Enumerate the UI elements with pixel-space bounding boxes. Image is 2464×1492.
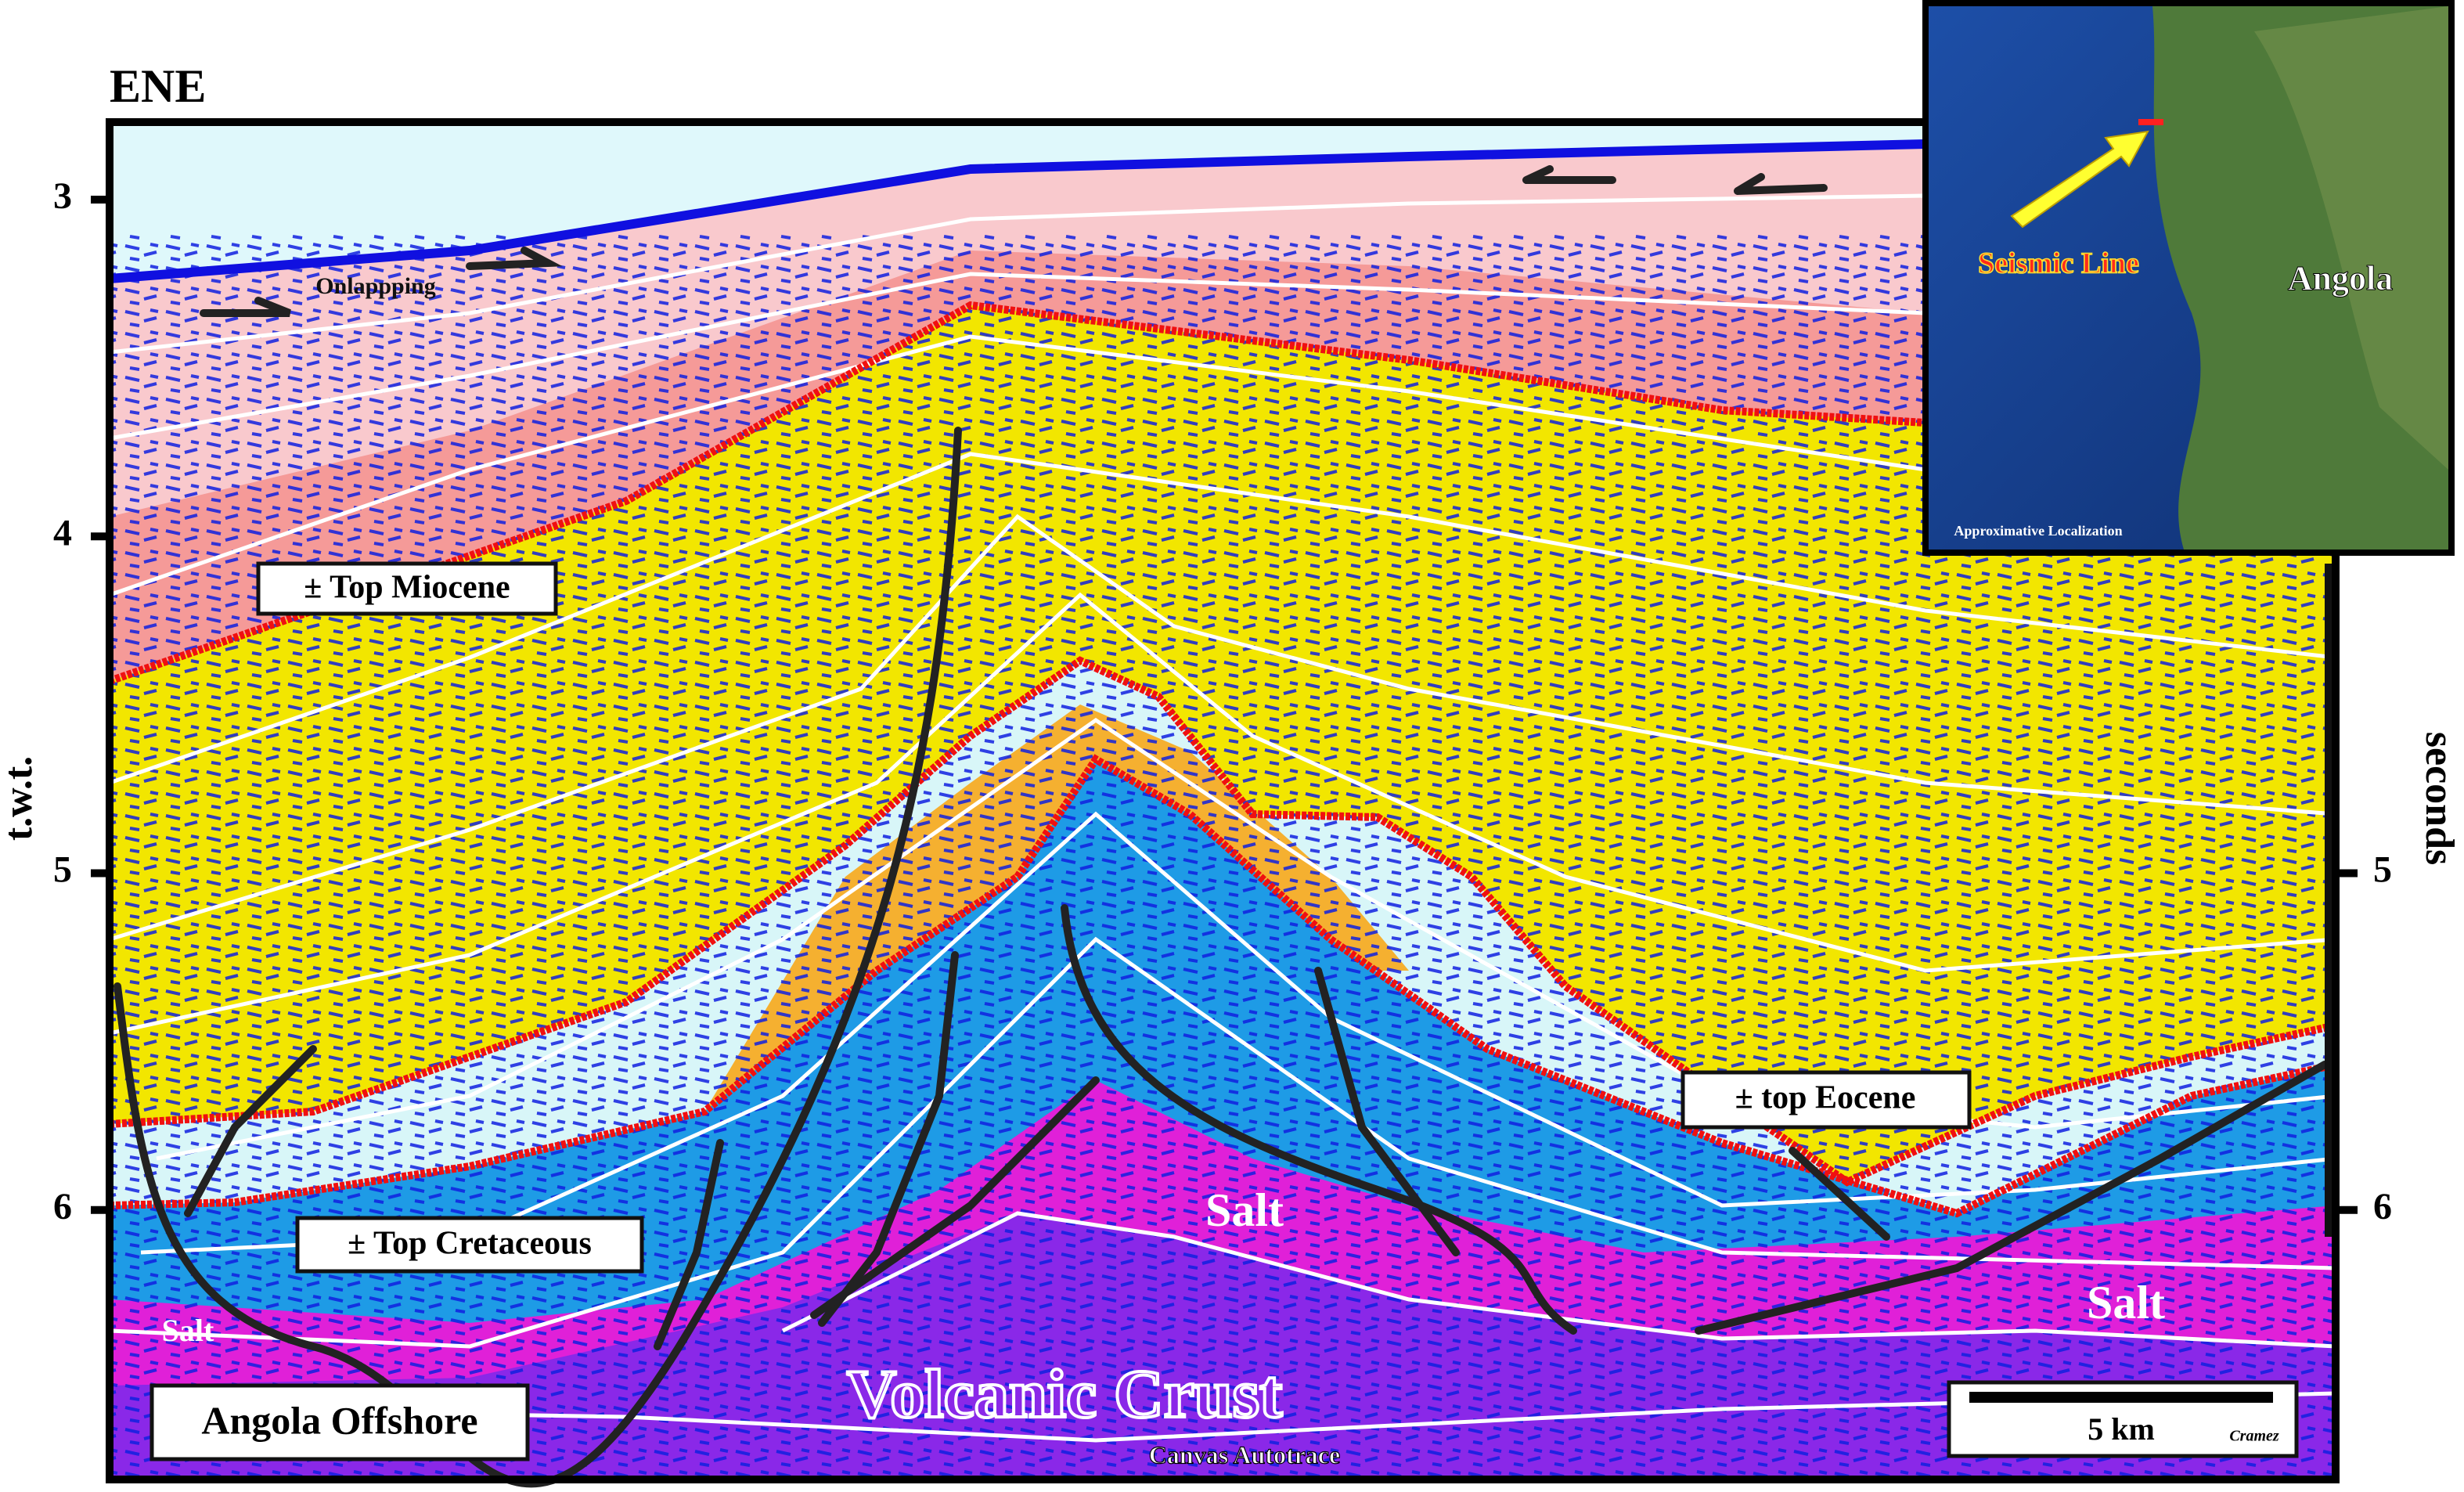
axes: t.w.t. seconds 3 4 5 6 5 6 <box>0 175 2462 1227</box>
tick-label: 5 <box>53 849 72 891</box>
tick-label: 6 <box>53 1186 72 1227</box>
author-label: Cramez <box>2229 1428 2279 1445</box>
salt-label: Salt <box>1205 1184 1284 1236</box>
tick-label: 5 <box>2373 849 2392 891</box>
tick-label: 4 <box>53 512 72 553</box>
top-cretaceous-line <box>109 754 2337 1218</box>
scale-bar <box>1969 1392 2273 1403</box>
credit-label: Canvas Autotrace <box>1149 1440 1340 1469</box>
tick-label: 6 <box>2373 1186 2392 1227</box>
tick-label: 3 <box>53 175 72 217</box>
inset-frame <box>1922 0 2455 556</box>
inset-arrow <box>2010 130 2149 229</box>
label-box <box>149 1383 530 1461</box>
frame <box>106 118 2340 1483</box>
line-location <box>2138 119 2163 125</box>
left-axis-label: t.w.t. <box>0 756 41 841</box>
country-label: Angola <box>2288 259 2393 297</box>
localization-label: Approximative Localization <box>1954 523 2122 539</box>
seismic-line-label: Seismic Line <box>1978 247 2139 280</box>
salt-label: Salt <box>162 1313 214 1348</box>
label-box <box>256 561 558 616</box>
top-cretaceous-label: ± Top Cretaceous <box>348 1226 592 1262</box>
top-eocene-line <box>109 656 2337 1187</box>
title: ENE <box>110 60 206 112</box>
volcanic-crust-label: Volcanic Crust <box>847 1357 1283 1433</box>
label-box <box>295 1216 644 1274</box>
scale-label: 5 km <box>2088 1411 2155 1447</box>
angola-offshore-label: Angola Offshore <box>201 1398 477 1442</box>
salt-label: Salt <box>2087 1277 2165 1328</box>
right-axis-label: seconds <box>2417 732 2462 865</box>
inset-land-shade <box>2254 6 2448 470</box>
onlapping-label: Onlappping <box>315 273 435 299</box>
top-miocene-label: ± Top Miocene <box>304 570 510 606</box>
inset-map: Seismic Line Angola Approximative Locali… <box>1922 0 2455 556</box>
label-box <box>1680 1070 1972 1130</box>
top-eocene-label: ± top Eocene <box>1735 1080 1916 1116</box>
